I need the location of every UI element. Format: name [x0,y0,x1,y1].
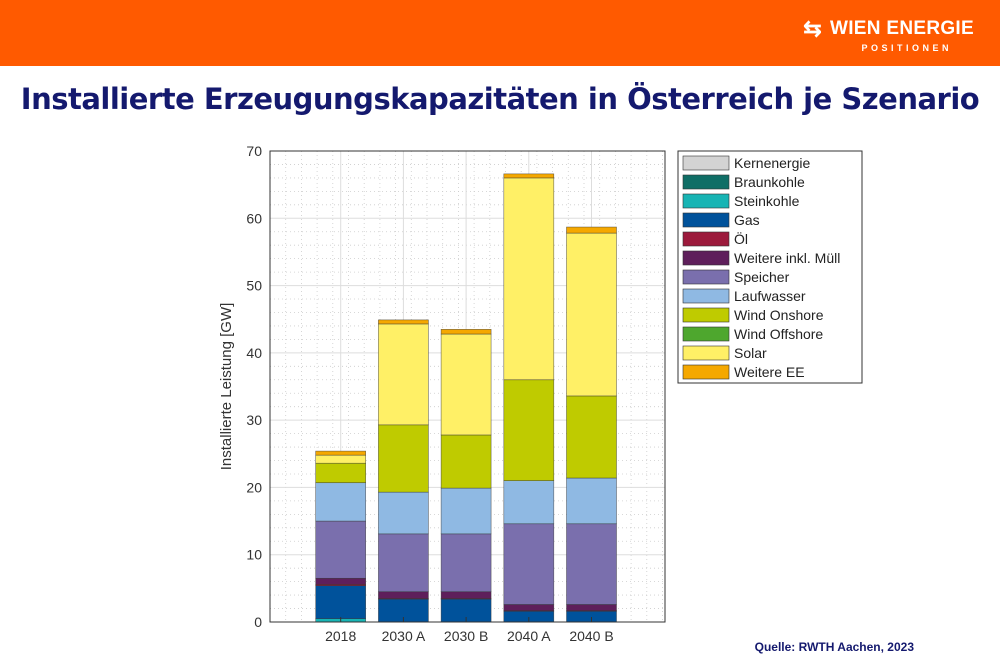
bar-segment [315,585,367,619]
legend-label: Gas [734,212,760,228]
bar-segment [440,434,492,489]
x-tick-label: 2018 [325,628,356,644]
legend-swatch [682,364,730,380]
y-axis-label: Installierte Leistung [GW] [218,303,235,471]
bar-segment [378,319,429,325]
y-tick-label: 60 [246,210,262,226]
bar-segment [315,454,367,464]
bar-segment [503,177,555,381]
header-bar: ⇆ WIEN ENERGIE POSITIONEN [0,0,1000,66]
bar-segment [315,482,367,522]
bar-segment [566,232,617,397]
brand-name: WIEN ENERGIE [829,18,974,39]
legend-label: Wind Onshore [734,307,824,323]
bar-segment [440,333,492,436]
legend-swatch [682,269,730,285]
bar-segment [440,591,492,599]
legend-swatch [682,288,730,304]
bar-segment [566,477,617,525]
x-tick-label: 2040 B [569,628,613,644]
source-note: Quelle: RWTH Aachen, 2023 [754,640,914,654]
y-tick-label: 10 [246,547,262,563]
legend-label: Solar [734,345,767,361]
legend-swatch [682,250,730,266]
legend-swatch [682,231,730,247]
bar-segment [378,491,429,535]
legend-swatch [682,155,730,171]
legend-label: Steinkohle [734,193,800,209]
bar-segment [315,450,367,456]
logo-arrows-icon: ⇆ [803,16,822,41]
bar-segment [503,480,555,525]
bar-segment [503,379,555,481]
legend-label: Speicher [734,269,790,285]
legend-swatch [682,174,730,190]
page-title: Installierte Erzeugungskapazitäten in Ös… [20,82,980,116]
bar-segment [378,591,429,599]
x-tick-label: 2040 A [507,628,551,644]
y-tick-label: 70 [246,143,262,159]
x-tick-label: 2030 A [382,628,426,644]
legend-label: Laufwasser [734,288,806,304]
bar-segment [566,226,617,234]
plot-frame [269,150,666,623]
bar-segment [566,523,617,605]
legend-box [677,150,863,384]
legend-label: Öl [734,230,748,247]
legend-label: Weitere inkl. Müll [734,250,840,266]
brand-logo: ⇆ WIEN ENERGIE POSITIONEN [803,16,974,53]
bar-segment [315,462,367,484]
bar-segment [503,173,555,179]
bar-segment [503,604,555,611]
bar-segment [440,533,492,593]
legend-swatch [682,345,730,361]
bar-segment [566,395,617,479]
legend-swatch [682,212,730,228]
legend-label: Kernenergie [734,155,810,171]
bar-segment [566,604,617,611]
legend-swatch [682,326,730,342]
y-tick-label: 0 [254,614,262,630]
legend-label: Wind Offshore [734,326,823,342]
bar-segment [440,329,492,335]
bar-segment [378,323,429,426]
y-tick-label: 50 [246,278,262,294]
x-tick-label: 2030 B [444,628,488,644]
y-tick-label: 30 [246,412,262,428]
legend-label: Braunkohle [734,174,805,190]
bar-segment [503,523,555,605]
legend-swatch [682,307,730,323]
bar-segment [315,577,367,585]
bar-segment [315,520,367,579]
legend-swatch [682,193,730,209]
legend-label: Weitere EE [734,364,805,380]
y-tick-label: 20 [246,479,262,495]
bar-segment [378,533,429,593]
y-tick-label: 40 [246,345,262,361]
brand-subtitle: POSITIONEN [861,43,952,53]
bar-segment [440,487,492,535]
bar-segment [378,424,429,493]
